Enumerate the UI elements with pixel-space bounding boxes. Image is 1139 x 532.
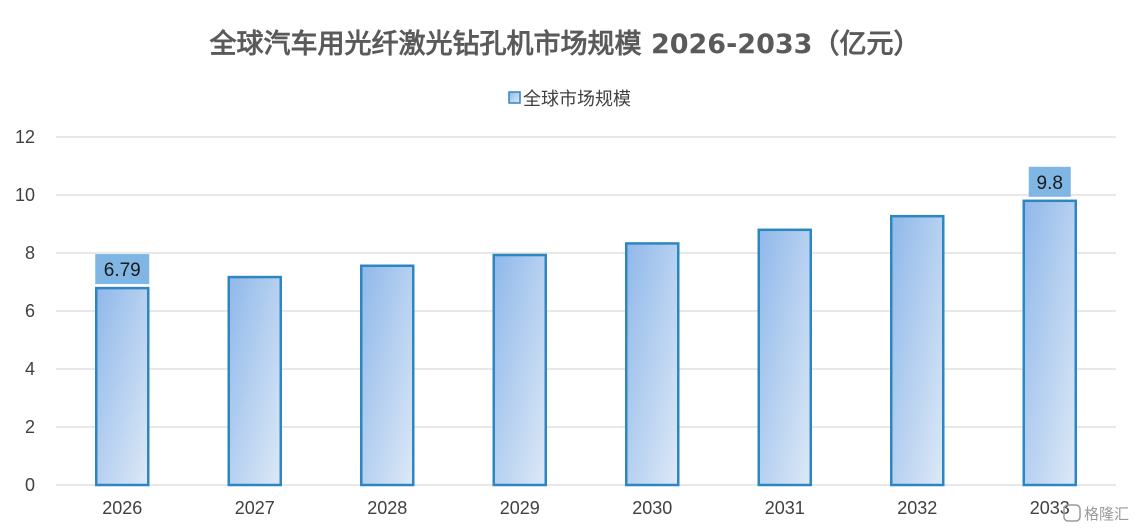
watermark-text: 格隆汇 [1084,505,1129,523]
watermark-logo-icon [1063,504,1081,522]
y-tick-label: 10 [15,185,35,205]
x-tick-label: 2029 [500,498,540,518]
y-tick-label: 6 [25,301,35,321]
y-tick-label: 0 [25,475,35,495]
bars [95,199,1077,487]
x-tick-label: 2026 [102,498,142,518]
data-label-2033: 9.8 [1037,173,1063,194]
chart-title: 全球汽车用光纤激光钻孔机市场规模 2026-2033（亿元） [209,28,921,60]
x-tick-label: 2028 [367,498,407,518]
bar-2031 [757,228,812,487]
bar-2030 [625,242,680,487]
bar-2033 [1022,199,1077,487]
x-tick-label: 2033 [1030,498,1070,518]
data-label-box [95,254,150,285]
data-label-2026: 6.79 [104,260,141,281]
bar-2032 [890,214,945,487]
x-axis-ticks: 2026 2027 2028 2029 2030 2031 2032 2033 [102,498,1070,518]
legend-swatch [508,91,521,104]
watermark: 格隆汇 [1063,504,1129,523]
bar-2026 [95,286,150,487]
bar-2028 [360,264,415,487]
y-tick-label: 12 [15,127,35,147]
bar-2027 [227,275,282,487]
x-tick-label: 2032 [897,498,937,518]
legend-label: 全球市场规模 [523,89,631,110]
gridlines [56,136,1116,486]
bar-2029 [492,253,547,487]
y-axis-ticks: 0 2 4 6 8 10 12 [15,127,35,495]
x-tick-label: 2030 [632,498,672,518]
data-labels: 6.79 9.8 [95,166,1071,285]
x-tick-label: 2031 [765,498,805,518]
legend: 全球市场规模 [508,89,631,110]
y-tick-label: 4 [25,359,35,379]
x-tick-label: 2027 [235,498,275,518]
data-label-box [1028,166,1071,197]
y-tick-label: 8 [25,243,35,263]
y-tick-label: 2 [25,417,35,437]
